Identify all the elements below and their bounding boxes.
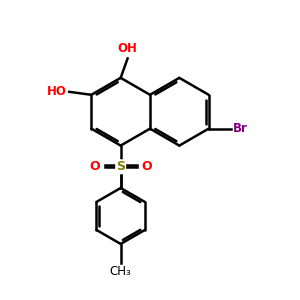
Text: OH: OH	[118, 42, 137, 55]
Text: O: O	[141, 160, 152, 173]
Text: CH₃: CH₃	[110, 265, 132, 278]
Text: HO: HO	[47, 85, 67, 98]
Text: S: S	[116, 160, 125, 173]
Text: Br: Br	[233, 122, 248, 135]
Text: O: O	[89, 160, 100, 173]
